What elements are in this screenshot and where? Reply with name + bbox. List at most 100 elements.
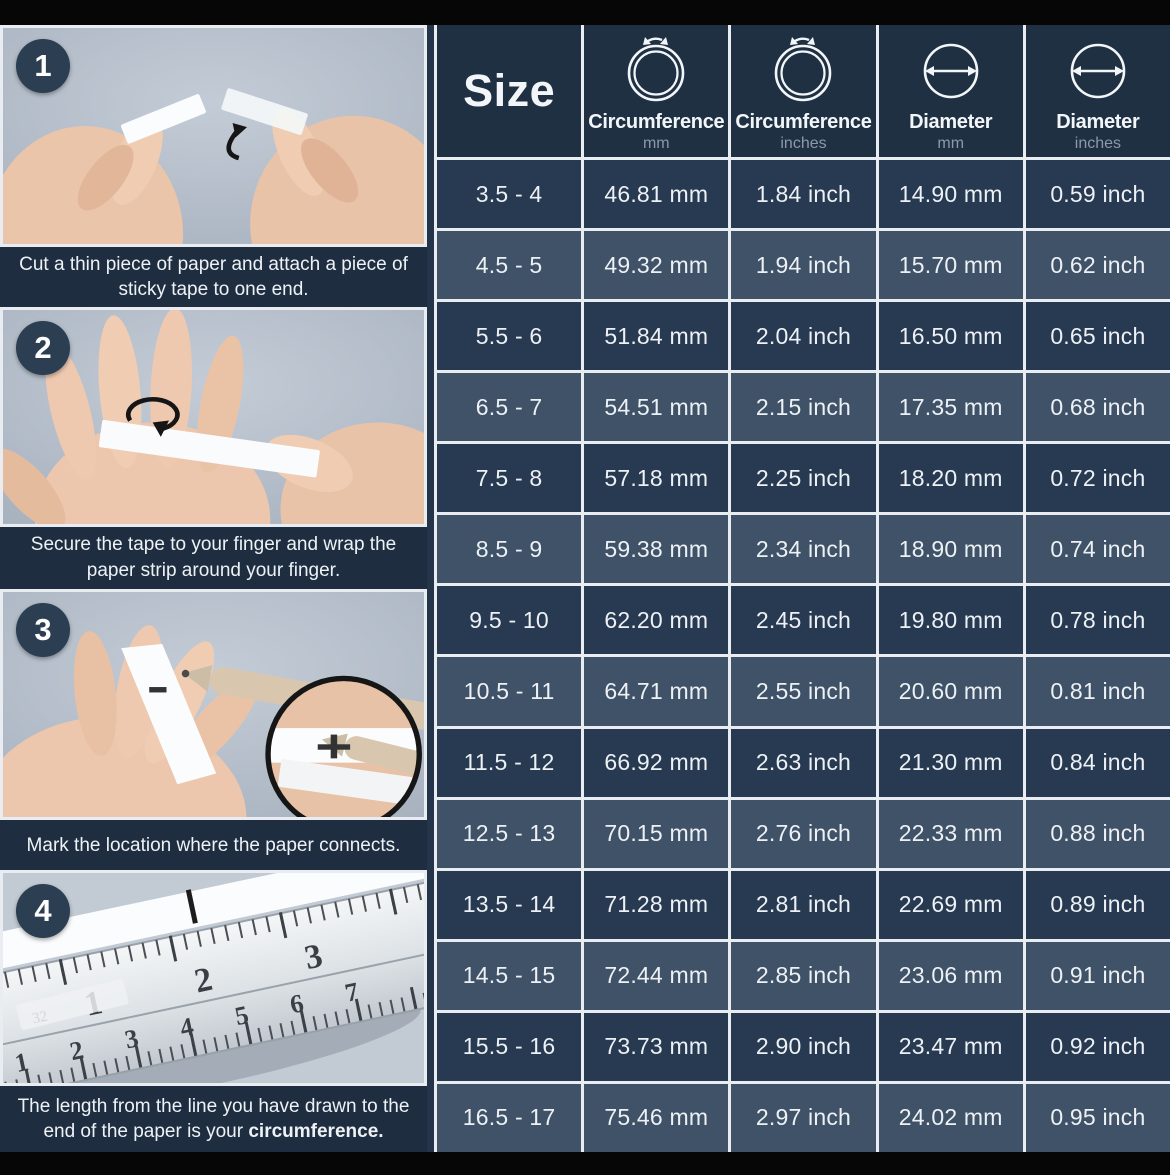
value-cell: 2.55 inch [731, 657, 876, 726]
step-number: 3 [34, 611, 52, 647]
step-caption-bold: circumference. [248, 1121, 384, 1142]
value-cell: 21.30 mm [878, 728, 1023, 797]
step-2-photo-illustration [3, 309, 424, 524]
value-cell: 23.47 mm [878, 1012, 1023, 1081]
value-cell: 0.84 inch [1025, 728, 1170, 797]
value-cell: 59.38 mm [584, 515, 729, 584]
value-cell: 23.06 mm [878, 941, 1023, 1010]
value-cell: 1.94 inch [731, 231, 876, 300]
ruler-cm-label: 2 [67, 1035, 86, 1066]
size-cell: 8.5 - 9 [437, 515, 582, 584]
ruler-cm-label: 3 [122, 1024, 141, 1055]
ring-circumference-icon [765, 29, 841, 107]
value-cell: 18.90 mm [878, 515, 1023, 584]
step-caption: Secure the tape to your finger and wrap … [0, 526, 427, 589]
column-label: Circumference [588, 111, 725, 133]
value-cell: 75.46 mm [584, 1083, 729, 1152]
value-cell: 0.65 inch [1025, 302, 1170, 371]
bottom-letterbox-bar [0, 1152, 1170, 1175]
value-cell: 51.84 mm [584, 302, 729, 371]
value-cell: 46.81 mm [584, 160, 729, 229]
size-cell: 16.5 - 17 [437, 1083, 582, 1152]
step-number-badge: 3 [16, 602, 70, 657]
value-cell: 2.34 inch [731, 515, 876, 584]
step-2-photo: 2 [0, 306, 427, 527]
value-cell: 0.59 inch [1025, 160, 1170, 229]
step-4-photo-illustration: 1 2 3 32 1 2 3 4 5 [3, 873, 424, 1083]
value-cell: 62.20 mm [584, 586, 729, 655]
step-1-photo-illustration [3, 28, 424, 244]
value-cell: 66.92 mm [584, 728, 729, 797]
size-cell: 14.5 - 15 [437, 941, 582, 1010]
diameter-icon [913, 29, 989, 107]
value-cell: 2.97 inch [731, 1083, 876, 1152]
step-number-badge: 4 [16, 884, 70, 939]
step-1: 1 Cut a thin piece of paper and attach a… [0, 25, 427, 307]
step-3-photo-illustration [3, 591, 424, 818]
value-cell: 0.72 inch [1025, 444, 1170, 513]
value-cell: 24.02 mm [878, 1083, 1023, 1152]
step-caption: The length from the line you have drawn … [0, 1086, 427, 1152]
value-cell: 16.50 mm [878, 302, 1023, 371]
value-cell: 2.85 inch [731, 941, 876, 1010]
step-caption: Mark the location where the paper connec… [0, 820, 427, 871]
value-cell: 22.69 mm [878, 870, 1023, 939]
size-cell: 9.5 - 10 [437, 586, 582, 655]
value-cell: 2.76 inch [731, 799, 876, 868]
value-cell: 2.81 inch [731, 870, 876, 939]
column-label: Circumference [735, 111, 872, 133]
column-unit: mm [937, 135, 965, 152]
value-cell: 54.51 mm [584, 373, 729, 442]
value-cell: 14.90 mm [878, 160, 1023, 229]
value-cell: 0.62 inch [1025, 231, 1170, 300]
ruler-cm-label: 4 [177, 1012, 196, 1043]
column-unit: mm [642, 135, 670, 152]
ruler-cm-label: 7 [342, 977, 361, 1008]
step-1-photo: 1 [0, 25, 427, 247]
step-caption: Cut a thin piece of paper and attach a p… [0, 246, 427, 307]
step-2: 2 Secure the tape to your finger and wra… [0, 306, 427, 589]
ruler-cm-label: 5 [232, 1000, 251, 1031]
value-cell: 2.90 inch [731, 1012, 876, 1081]
value-cell: 2.25 inch [731, 444, 876, 513]
value-cell: 19.80 mm [878, 586, 1023, 655]
column-header-size: Size [437, 25, 582, 157]
value-cell: 0.89 inch [1025, 870, 1170, 939]
value-cell: 0.95 inch [1025, 1083, 1170, 1152]
step-caption-text: Mark the location where the paper connec… [26, 834, 401, 856]
size-cell: 12.5 - 13 [437, 799, 582, 868]
step-caption-text: The length from the line you have drawn … [17, 1095, 410, 1142]
value-cell: 2.15 inch [731, 373, 876, 442]
size-cell: 11.5 - 12 [437, 728, 582, 797]
value-cell: 2.45 inch [731, 586, 876, 655]
value-cell: 20.60 mm [878, 657, 1023, 726]
column-unit: inches [780, 135, 827, 152]
value-cell: 71.28 mm [584, 870, 729, 939]
value-cell: 49.32 mm [584, 231, 729, 300]
column-label: Diameter [909, 111, 993, 133]
column-unit: inches [1074, 135, 1122, 152]
size-cell: 10.5 - 11 [437, 657, 582, 726]
ring-circumference-icon [618, 29, 694, 107]
value-cell: 0.92 inch [1025, 1012, 1170, 1081]
value-cell: 15.70 mm [878, 231, 1023, 300]
column-header-circumference-inches: Circumference inches [731, 25, 876, 157]
value-cell: 57.18 mm [584, 444, 729, 513]
step-number: 4 [34, 893, 52, 929]
value-cell: 0.78 inch [1025, 586, 1170, 655]
value-cell: 73.73 mm [584, 1012, 729, 1081]
top-letterbox-bar [0, 0, 1170, 25]
column-header-diameter-inches: Diameter inches [1025, 25, 1170, 157]
step-number-badge: 1 [16, 39, 70, 93]
value-cell: 22.33 mm [878, 799, 1023, 868]
size-cell: 7.5 - 8 [437, 444, 582, 513]
value-cell: 0.88 inch [1025, 799, 1170, 868]
step-number: 2 [34, 329, 52, 365]
step-number-badge: 2 [16, 320, 70, 375]
step-4: 1 2 3 32 1 2 3 4 5 [0, 870, 427, 1152]
column-header-circumference-mm: Circumference mm [584, 25, 729, 157]
value-cell: 72.44 mm [584, 941, 729, 1010]
step-number: 1 [34, 48, 52, 83]
column-header-diameter-mm: Diameter mm [878, 25, 1023, 157]
